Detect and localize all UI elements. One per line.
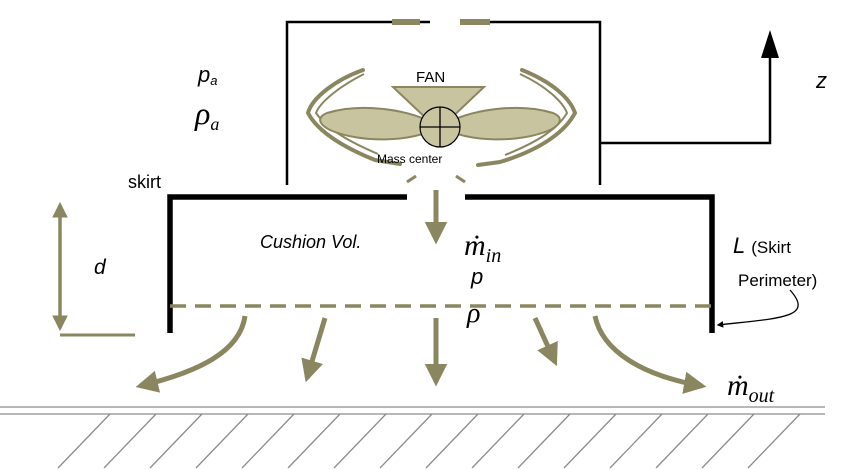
- cushion-pressure-label: p: [470, 264, 483, 289]
- housing-inlet-left: [392, 19, 420, 25]
- ground-hatch-line: [517, 413, 571, 469]
- ground-hatch-line: [747, 413, 801, 469]
- ground: [0, 406, 825, 469]
- ambient-pressure-label: pa: [197, 62, 217, 88]
- ground-hatch-line: [379, 413, 433, 469]
- mass-center-label: Mass center: [377, 152, 442, 166]
- ground-hatch-line: [333, 413, 387, 469]
- cushion-volume-label: Cushion Vol.: [260, 232, 361, 252]
- z-label: z: [815, 68, 827, 93]
- mass-outflow-label: ṁout: [727, 369, 775, 407]
- ground-hatch-line: [563, 413, 617, 469]
- mass-inflow-label: ṁin: [464, 229, 501, 267]
- ground-hatch-line: [149, 413, 203, 469]
- fan: [305, 68, 578, 167]
- ground-hatch-line: [195, 413, 249, 469]
- ground-hatch-line: [287, 413, 341, 469]
- perimeter-label-line2: Perimeter): [738, 271, 817, 290]
- ground-hatch-line: [425, 413, 479, 469]
- ground-hatch-line: [655, 413, 709, 469]
- z-axis: [600, 30, 779, 145]
- ground-hatch-line: [57, 413, 111, 469]
- ground-hatch-line: [103, 413, 157, 469]
- ground-hatch-line: [471, 413, 525, 469]
- skirt: [167, 174, 715, 333]
- perimeter-pointer: [716, 289, 799, 328]
- ambient-density-label: ρa: [194, 95, 219, 134]
- perimeter-label: L (Skirt: [733, 233, 791, 258]
- ground-hatch-line: [241, 413, 295, 469]
- outflow-arrows: [135, 315, 707, 394]
- cushion-density-label: ρ: [466, 298, 480, 329]
- fan-label: FAN: [416, 69, 445, 86]
- d-dimension: [52, 201, 135, 337]
- skirt-label: skirt: [128, 172, 161, 192]
- d-label: d: [94, 256, 107, 279]
- fan-blade-right: [438, 106, 561, 141]
- ground-hatch-line: [609, 413, 663, 469]
- fan-blade-left: [319, 106, 442, 141]
- fan-housing: [285, 19, 602, 185]
- housing-inlet-right: [460, 19, 490, 25]
- ground-hatch-line: [701, 413, 755, 469]
